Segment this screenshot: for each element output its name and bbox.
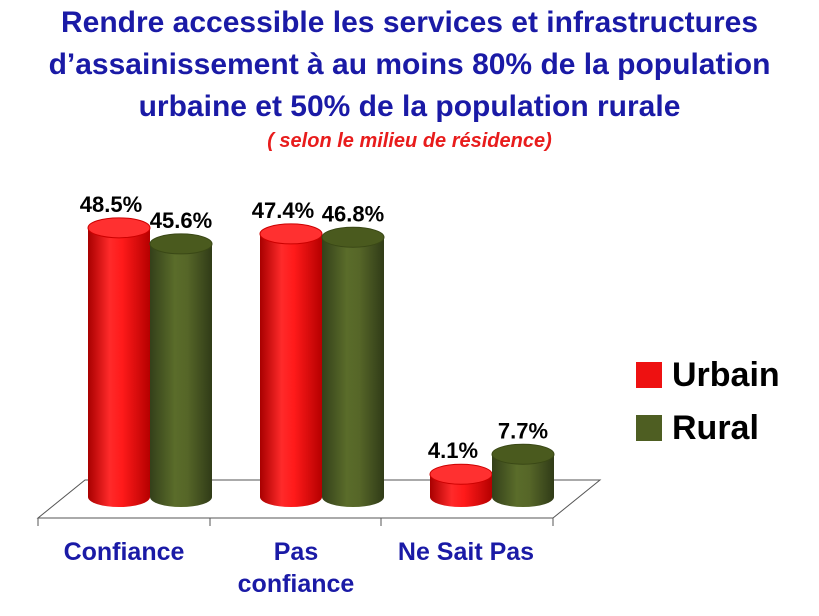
bar-top	[87, 217, 151, 239]
category-label: Pas confiance	[206, 536, 386, 600]
bar-rural-2	[491, 443, 555, 507]
bar-top	[321, 226, 385, 248]
bar-urbain-1	[259, 223, 323, 507]
bar-top	[491, 443, 555, 465]
value-label: 46.8%	[322, 201, 384, 226]
category-label-line: Pas	[273, 538, 319, 566]
chart-subtitle: ( selon le milieu de résidence)	[267, 130, 552, 152]
value-label: 47.4%	[252, 198, 314, 223]
value-label: 4.1%	[428, 438, 478, 463]
bar-body	[260, 233, 322, 507]
legend-swatch-urbain	[636, 362, 662, 388]
value-labels-group: 48.5% 47.4% 4.1% 45.6% 46.8% 7.7%	[80, 192, 548, 463]
bar-rural-0	[149, 233, 213, 508]
bar-body	[88, 227, 150, 507]
category-label-line: confiance	[237, 570, 355, 598]
bar-top	[429, 463, 493, 485]
bar-body	[492, 454, 554, 507]
legend-item-urbain: Urbain	[636, 350, 780, 400]
bar-urbain-2	[429, 463, 493, 507]
chart-title: Rendre accessible les services et infras…	[0, 2, 819, 128]
bar-top	[149, 233, 213, 255]
value-label: 45.6%	[150, 208, 212, 233]
category-label-line: Ne Sait Pas	[397, 538, 535, 566]
bar-body	[322, 237, 384, 507]
title-line: d’assainissement à au moins 80% de la po…	[48, 48, 771, 81]
category-label: Ne Sait Pas	[376, 536, 556, 568]
bar-urbain-0	[87, 217, 151, 507]
legend: Urbain Rural	[636, 350, 780, 456]
bar-body	[150, 243, 212, 508]
title-line: urbaine et 50% de la population rurale	[138, 90, 681, 123]
legend-label-urbain: Urbain	[672, 355, 780, 394]
category-label: Confiance	[34, 536, 214, 568]
title-line: Rendre accessible les services et infras…	[60, 6, 759, 39]
bar-rural-1	[321, 226, 385, 507]
bar-top	[259, 223, 323, 245]
legend-swatch-rural	[636, 415, 662, 441]
legend-item-rural: Rural	[636, 403, 780, 453]
bars-group	[87, 217, 555, 508]
value-label: 7.7%	[498, 418, 548, 443]
value-label: 48.5%	[80, 192, 142, 217]
category-label-line: Confiance	[63, 538, 185, 566]
legend-label-rural: Rural	[672, 408, 759, 447]
